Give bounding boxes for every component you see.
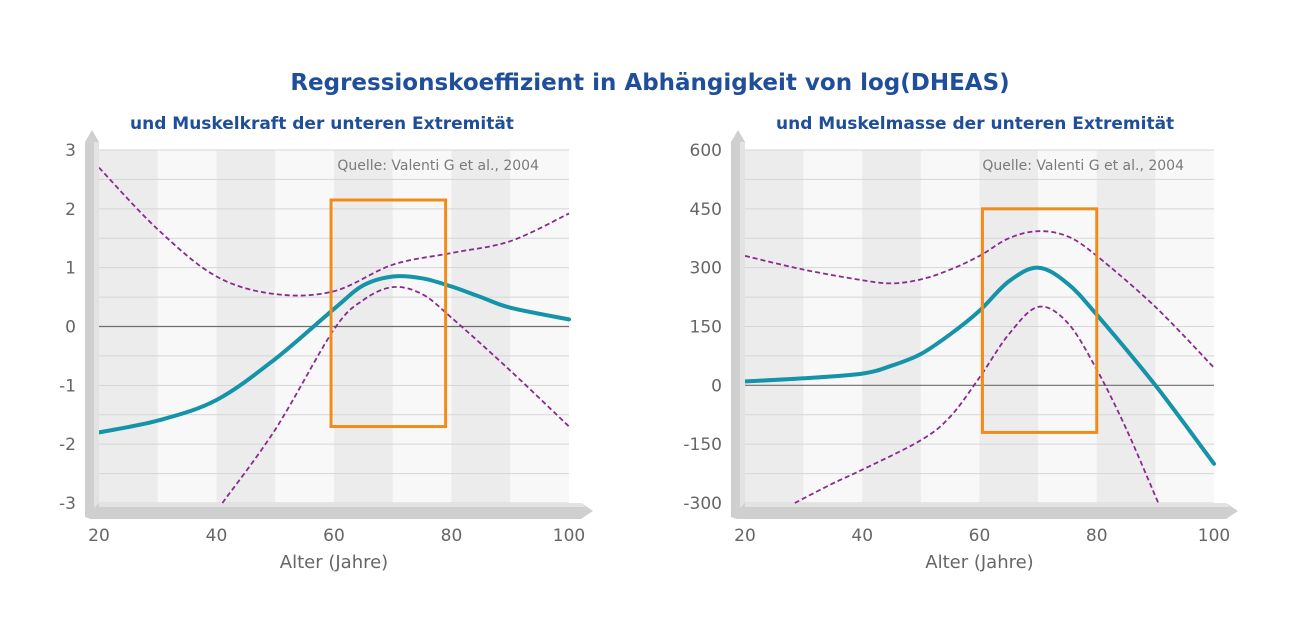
left-lower-line	[221, 286, 570, 504]
right-x-tick-label: 60	[969, 526, 991, 546]
right-x-axis-highlight	[745, 503, 1230, 507]
right-column-band	[1155, 150, 1214, 503]
right-x-tick-label: 20	[734, 526, 756, 546]
right-x-axis-bar	[731, 503, 1238, 519]
right-y-tick-label: -300	[683, 494, 722, 514]
left-x-axis-highlight	[99, 503, 585, 507]
right-y-tick-label: 0	[711, 376, 722, 396]
left-y-tick-label: 3	[65, 141, 76, 161]
right-column-band	[862, 150, 921, 503]
right-x-axis-label: Alter (Jahre)	[925, 552, 1033, 573]
left-column-band	[510, 150, 569, 503]
right-lower-line	[794, 305, 1160, 504]
right-plot-background	[745, 150, 1214, 503]
right-upper-line	[745, 230, 1215, 369]
right-column-band	[920, 150, 980, 503]
left-x-tick-label: 60	[323, 526, 345, 546]
right-source-annotation: Quelle: Valenti G et al., 2004	[982, 158, 1184, 174]
left-x-tick-label: 100	[553, 526, 585, 546]
right-y-tick-label: 600	[690, 141, 722, 161]
right-y-axis-highlight	[740, 142, 745, 509]
left-column-band	[451, 150, 511, 503]
right-estimate-line	[745, 265, 1216, 466]
left-y-axis-bar	[85, 130, 99, 517]
left-x-tick-label: 40	[206, 526, 228, 546]
left-x-axis-label: Alter (Jahre)	[280, 552, 388, 573]
left-column-band	[275, 150, 334, 503]
right-x-tick-label: 100	[1198, 526, 1230, 546]
left-x-axis-bar	[85, 503, 593, 519]
left-highlight-box	[329, 198, 448, 429]
right-highlight-box	[980, 207, 1099, 434]
main-title: Regressionskoeffizient in Abhängigkeit v…	[290, 70, 1010, 96]
left-column-band	[99, 150, 158, 503]
chart-right-subtitle: und Muskelmasse der unteren Extremität	[776, 114, 1175, 134]
right-y-tick-label: -150	[683, 435, 722, 455]
left-y-tick-label: -2	[59, 435, 76, 455]
right-x-tick-label: 80	[1086, 526, 1108, 546]
left-estimate-line	[99, 274, 571, 435]
left-column-band	[334, 150, 393, 503]
right-column-band	[745, 150, 804, 503]
right-column-band	[803, 150, 863, 503]
right-y-axis-bar	[731, 130, 745, 517]
right-y-tick-label: 450	[690, 200, 722, 220]
left-column-band	[216, 150, 276, 503]
left-y-tick-label: 1	[65, 259, 76, 279]
left-x-tick-label: 20	[88, 526, 110, 546]
chart-left-subtitle: und Muskelkraft der unteren Extremität	[130, 114, 514, 134]
left-plot-background	[99, 150, 569, 503]
left-y-tick-label: 2	[65, 200, 76, 220]
left-x-tick-label: 80	[441, 526, 463, 546]
right-x-tick-label: 40	[851, 526, 873, 546]
left-source-annotation: Quelle: Valenti G et al., 2004	[337, 158, 539, 174]
left-y-tick-label: 0	[65, 318, 76, 338]
right-column-band	[1096, 150, 1156, 503]
right-column-band	[1038, 150, 1097, 503]
right-y-tick-label: 300	[690, 259, 722, 279]
left-column-band	[157, 150, 217, 503]
left-y-axis-highlight	[94, 142, 99, 509]
left-y-tick-label: -1	[59, 376, 76, 396]
right-y-tick-label: 150	[690, 318, 722, 338]
left-y-tick-label: -3	[59, 494, 76, 514]
left-column-band	[392, 150, 452, 503]
right-column-band	[979, 150, 1039, 503]
left-upper-line	[99, 166, 570, 297]
